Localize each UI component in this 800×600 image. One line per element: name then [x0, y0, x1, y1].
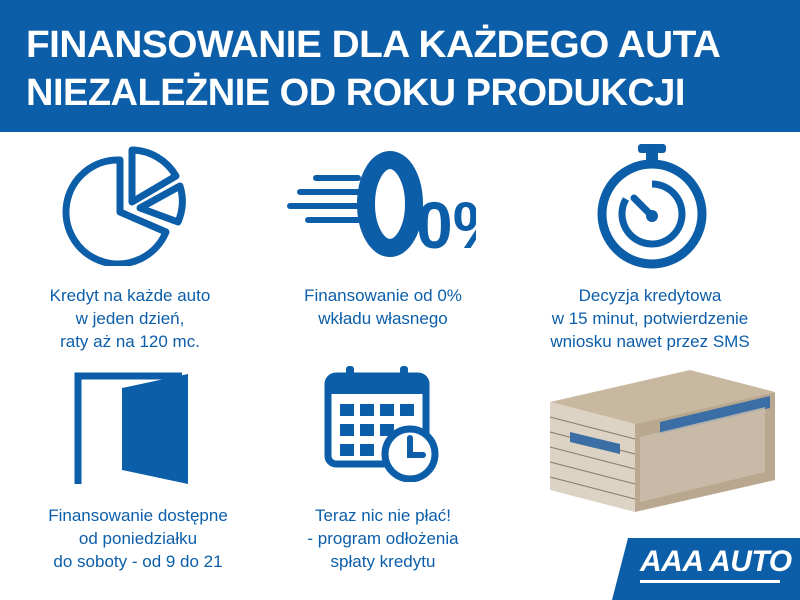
header-banner: FINANSOWANIE DLA KAŻDEGO AUTA NIEZALEŻNI… — [0, 0, 800, 132]
zero-percent-text: 0% — [416, 188, 476, 260]
caption-line: spłaty kredytu — [330, 552, 436, 571]
caption-line: raty aż na 120 mc. — [60, 332, 200, 351]
caption-line: Kredyt na każde auto — [49, 286, 211, 305]
aaa-auto-logo: AAA AUTO — [640, 545, 792, 578]
caption-line: do soboty - od 9 do 21 — [53, 552, 223, 571]
door-icon — [74, 372, 188, 484]
feature-caption-zero-down: Finansowanie od 0% wkładu własnego — [253, 284, 513, 330]
caption-line: w jeden dzień, — [75, 309, 185, 328]
caption-line: od poniedziałku — [78, 529, 198, 548]
stopwatch-icon — [597, 144, 707, 269]
zero-percent-icon: 0% — [287, 151, 476, 260]
feature-caption-decision: Decyzja kredytowa w 15 minut, potwierdze… — [520, 284, 780, 353]
headline-line-2: NIEZALEŻNIE OD ROKU PRODUKCJI — [26, 72, 685, 114]
caption-line: Decyzja kredytowa — [578, 286, 722, 305]
caption-line: Finansowanie dostępne — [48, 506, 228, 525]
feature-caption-deferral: Teraz nic nie płać! - program odłożenia … — [253, 504, 513, 573]
headline-line-1: FINANSOWANIE DLA KAŻDEGO AUTA — [26, 24, 721, 66]
caption-line: Teraz nic nie płać! — [314, 506, 452, 525]
caption-line: wniosku nawet przez SMS — [550, 332, 750, 351]
caption-line: w 15 minut, potwierdzenie — [551, 309, 749, 328]
caption-line: Finansowanie od 0% — [304, 286, 462, 305]
feature-caption-credit: Kredyt na każde auto w jeden dzień, raty… — [0, 284, 260, 353]
feature-caption-hours: Finansowanie dostępne od poniedziałku do… — [8, 504, 268, 573]
logo-underline — [640, 580, 780, 583]
logo-background — [612, 538, 800, 600]
pie-chart-icon — [62, 146, 186, 266]
caption-line: - program odłożenia — [307, 529, 459, 548]
caption-line: wkładu własnego — [318, 309, 448, 328]
money-stack-image — [549, 370, 775, 512]
calendar-clock-icon — [324, 366, 439, 482]
